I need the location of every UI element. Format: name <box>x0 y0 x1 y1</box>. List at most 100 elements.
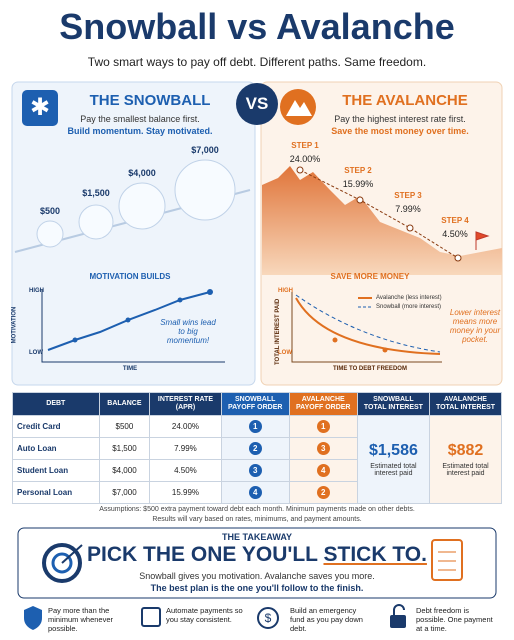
takeaway-headline: PICK THE ONE YOU'LL STICK TO. <box>80 543 434 567</box>
table-cell: 2 <box>220 437 290 460</box>
order-badge: 2 <box>316 486 330 499</box>
snowball-line: Build momentum. Stay motivated. <box>67 126 213 136</box>
total-value: $882 <box>447 442 484 459</box>
subtitle: Two smart ways to pay off debt. Differen… <box>87 55 427 69</box>
ball-label: $7,000 <box>191 145 219 155</box>
snowball-title: THE SNOWBALL <box>89 92 211 109</box>
column-header: DEBT <box>12 392 100 416</box>
snowflake-icon <box>22 90 58 126</box>
order-badge: 1 <box>316 420 330 433</box>
assumption: Results will vary based on rates, minimu… <box>152 516 362 523</box>
y-axis-title: MOTIVATION <box>11 306 18 344</box>
ball-label: $500 <box>39 206 61 216</box>
cell-text: $500 <box>115 422 134 431</box>
snowball-line: Pay the smallest balance first. <box>80 114 200 124</box>
table-row: Personal Loan $7,000 15.99% 4 2 <box>12 481 502 504</box>
cell-text: Personal Loan <box>17 488 73 497</box>
column-header: INTEREST RATE (APR) <box>149 392 222 416</box>
order-badge: 1 <box>248 420 262 433</box>
avalanche-line: Save the most money over time. <box>331 126 469 136</box>
cell-text: $7,000 <box>112 488 137 497</box>
svg-text:$: $ <box>265 611 272 625</box>
table-cell: Credit Card <box>12 415 100 438</box>
table-cell: 1 <box>220 415 290 438</box>
takeaway-line: Snowball gives you motivation. Avalanche… <box>139 571 375 581</box>
axis-label: HIGH <box>29 288 44 294</box>
column-header: BALANCE <box>98 392 151 416</box>
step-label: STEP 3 <box>394 191 422 200</box>
order-badge: 3 <box>316 442 330 455</box>
order-badge: 2 <box>248 442 262 455</box>
cell-text: Credit Card <box>17 422 61 431</box>
tip: Pay more than the minimum whenever possi… <box>48 606 114 633</box>
note: Small wins lead to big momentum! <box>160 318 216 345</box>
step-label: STEP 4 <box>441 216 469 225</box>
chart-title: SAVE MORE MONEY <box>330 272 410 281</box>
total-note: Estimated total interest paid <box>370 463 417 477</box>
table-cell: 4.50% <box>149 459 222 482</box>
takeaway-label: THE TAKEAWAY <box>221 532 292 542</box>
table-cell: 24.00% <box>149 415 222 438</box>
total-cell: $1,586 Estimated total interest paid <box>356 415 431 504</box>
table-cell: $4,000 <box>98 459 151 482</box>
table-cell: Student Loan <box>12 459 100 482</box>
axis-label: LOW <box>29 350 43 356</box>
table-cell: Auto Loan <box>12 437 100 460</box>
column-header: AVALANCHE TOTAL INTEREST <box>429 392 502 416</box>
table-cell: $7,000 <box>98 481 151 504</box>
total-cell: $882 Estimated total interest paid <box>429 415 502 504</box>
cell-text: 24.00% <box>171 422 200 431</box>
title: Snowball vs Avalanche <box>59 6 455 47</box>
ball-label: $1,500 <box>82 188 110 198</box>
avalanche-title: THE AVALANCHE <box>342 92 468 109</box>
table-cell: 4 <box>220 481 290 504</box>
ball-label: $4,000 <box>128 168 156 178</box>
total-value: $1,586 <box>368 442 418 459</box>
table-cell: 2 <box>288 481 358 504</box>
table-cell: Personal Loan <box>12 481 100 504</box>
cell-text: Student Loan <box>17 466 69 475</box>
table-row: Credit Card $500 24.00% 1 1 $1,586 Estimated t… <box>12 415 502 504</box>
step-rate: 7.99% <box>395 204 421 214</box>
cell-text: 7.99% <box>174 444 197 453</box>
cell-text: 15.99% <box>171 488 200 497</box>
avalanche-line: Pay the highest interest rate first. <box>334 114 466 124</box>
table-cell: 3 <box>288 437 358 460</box>
table-cell: 1 <box>288 415 358 438</box>
assumption: Assumptions: $500 extra payment toward d… <box>99 506 415 513</box>
y-axis-title: TOTAL INTEREST PAID <box>275 298 281 365</box>
chart-title: MOTIVATION BUILDS <box>89 272 171 281</box>
step-rate: 4.50% <box>442 229 468 239</box>
order-badge: 3 <box>248 464 262 477</box>
svg-text:✱: ✱ <box>30 94 50 121</box>
snowball-panel <box>11 81 256 386</box>
table-cell: 3 <box>220 459 290 482</box>
cell-text: $1,500 <box>112 444 137 453</box>
column-header: SNOWBALL PAYOFF ORDER <box>220 392 290 416</box>
table-cell: 7.99% <box>149 437 222 460</box>
header-row: DEBT BALANCE INTEREST RATE (APR) SNOWBALL P… <box>12 392 502 416</box>
table-cell: $1,500 <box>98 437 151 460</box>
x-axis-title: TIME <box>122 366 138 372</box>
vs-badge: VS <box>236 83 278 125</box>
legend-entry: Snowball (more interest) <box>376 304 442 310</box>
order-badge: 4 <box>248 486 262 499</box>
step-rate: 24.00% <box>289 154 321 164</box>
note: Lower interest means more money in your … <box>449 308 501 344</box>
axis-label: LOW <box>278 350 292 356</box>
x-axis-title: TIME TO DEBT FREEDOM <box>333 366 407 372</box>
table-cell: 4 <box>288 459 358 482</box>
step-label: STEP 1 <box>291 141 319 150</box>
step-label: STEP 2 <box>344 166 372 175</box>
cell-text: 4.50% <box>174 466 197 475</box>
column-header: AVALANCHE PAYOFF ORDER <box>288 392 358 416</box>
tip: Automate payments so you stay consistent… <box>166 606 243 624</box>
takeaway-box <box>17 527 497 599</box>
table-cell: 15.99% <box>149 481 222 504</box>
headline-emphasis: STICK TO. <box>323 543 427 566</box>
total-note: Estimated total interest paid <box>442 463 489 477</box>
takeaway-line: The best plan is the one you'll follow t… <box>150 583 364 593</box>
tip: Debt freedom is possible. One payment at… <box>416 606 493 633</box>
